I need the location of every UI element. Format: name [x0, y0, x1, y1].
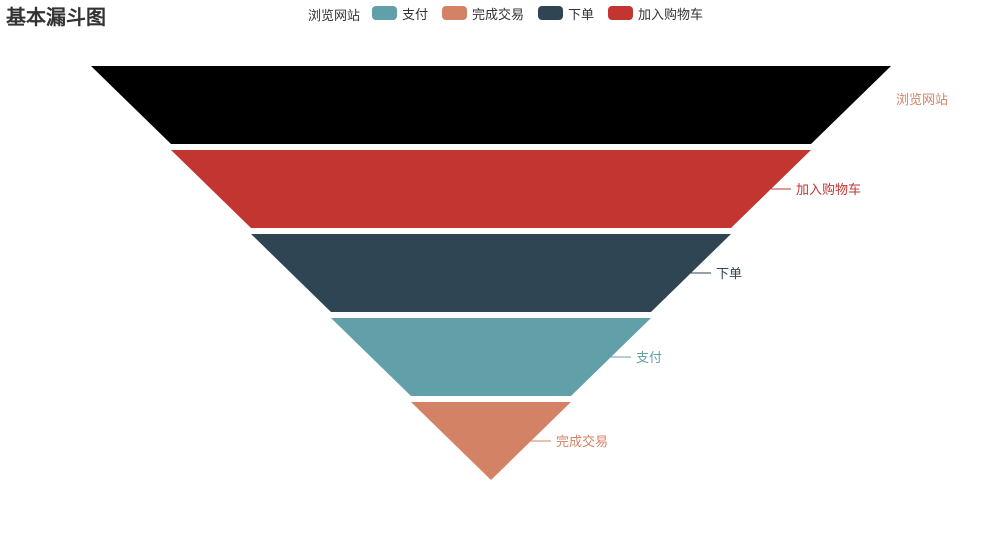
legend-item-pay[interactable]: 支付	[372, 5, 429, 23]
legend: 浏览网站 支付 完成交易 下单 加入购物车	[0, 3, 981, 24]
legend-label-order: 下单	[568, 7, 595, 23]
legend-swatch-cart	[608, 6, 633, 20]
funnel-segment-2[interactable]	[251, 234, 731, 312]
legend-swatch-complete	[442, 6, 467, 20]
legend-item-browse[interactable]: 浏览网站	[308, 9, 361, 24]
funnel-segment-4-label: 完成交易	[556, 434, 608, 450]
funnel-segment-2-label: 下单	[716, 267, 742, 282]
funnel-segment-3-label: 支付	[636, 351, 662, 366]
legend-label-cart: 加入购物车	[638, 7, 704, 23]
funnel-segment-1-label: 加入购物车	[796, 182, 861, 198]
funnel-segment-0[interactable]	[91, 66, 891, 144]
funnel-segment-0-label: 浏览网站	[896, 92, 948, 108]
legend-item-complete[interactable]: 完成交易	[442, 5, 525, 23]
funnel-segment-1[interactable]	[171, 150, 811, 228]
legend-label-pay: 支付	[402, 7, 429, 23]
legend-item-order[interactable]: 下单	[538, 5, 595, 23]
legend-item-cart[interactable]: 加入购物车	[608, 5, 704, 23]
legend-swatch-pay	[372, 6, 397, 20]
funnel-segment-3[interactable]	[331, 318, 651, 396]
legend-swatch-order	[538, 6, 563, 20]
legend-label-complete: 完成交易	[472, 7, 525, 23]
chart-title: 基本漏斗图	[6, 5, 106, 29]
funnel-segment-4[interactable]	[411, 402, 571, 480]
